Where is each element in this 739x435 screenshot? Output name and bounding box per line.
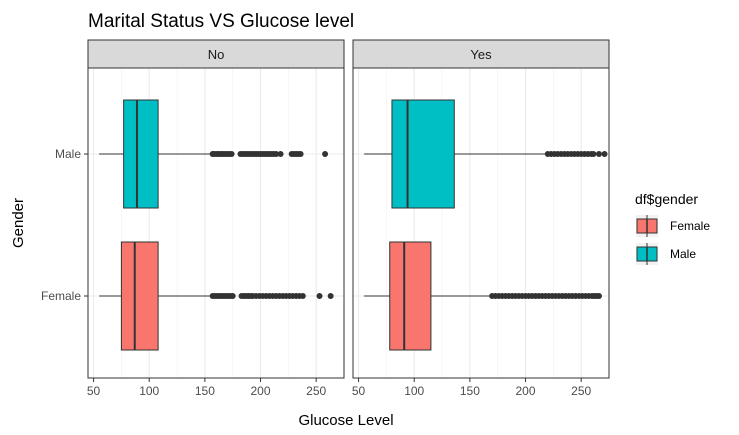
legend-label: Female: [670, 219, 710, 233]
box-iqr: [120, 241, 159, 351]
panel-border: [87, 67, 345, 379]
outlier-point: [273, 151, 280, 157]
panel-yes: Yes 50 100 150 200 250: [352, 39, 610, 398]
box-iqr: [123, 99, 159, 209]
facet-strip-label: No: [208, 47, 225, 62]
outlier-point: [297, 151, 304, 157]
box-iqr: [391, 99, 455, 209]
x-tick-label: 200: [516, 384, 536, 398]
x-axis-title: Glucose Level: [298, 412, 393, 429]
outlier-point: [229, 293, 236, 299]
box-yes-female: [364, 241, 602, 351]
legend-label: Male: [670, 247, 696, 261]
legend-entry-female: Female: [636, 215, 710, 237]
outlier-point: [299, 293, 306, 299]
facet-strip-label: Yes: [470, 47, 492, 62]
outlier-point: [590, 151, 597, 157]
x-tick-label: 50: [87, 384, 101, 398]
box-no-male: [99, 99, 329, 209]
y-tick-label: Male: [55, 147, 81, 161]
y-tick-label: Female: [41, 289, 81, 303]
x-tick-label: 100: [139, 384, 159, 398]
outlier-point: [316, 293, 323, 299]
x-tick-label: 250: [306, 384, 326, 398]
outlier-point: [277, 151, 284, 157]
outlier-point: [228, 151, 235, 157]
legend-entry-male: Male: [636, 243, 696, 265]
x-tick-label: 100: [404, 384, 424, 398]
legend: df$gender Female Male: [635, 191, 710, 265]
outlier-point: [327, 293, 334, 299]
facet-strip: [87, 39, 345, 69]
panel-no: No 50 100 150 200 250: [87, 39, 345, 398]
panels-layer: No 50 100 150 200 250 Yes 50 100 150 200 250 Male Fem…: [41, 39, 610, 398]
box-no-female: [99, 241, 334, 351]
outlier-point: [595, 293, 602, 299]
facet-strip: [352, 39, 610, 69]
legend-title: df$gender: [635, 191, 698, 207]
x-tick-label: 150: [195, 384, 215, 398]
chart-title: Marital Status VS Glucose level: [88, 11, 354, 32]
x-tick-label: 250: [571, 384, 591, 398]
outlier-point: [601, 151, 608, 157]
box-iqr: [389, 241, 432, 351]
outlier-point: [595, 151, 602, 157]
outlier-point: [322, 151, 329, 157]
panel-border: [352, 67, 610, 379]
x-tick-label: 200: [251, 384, 271, 398]
box-yes-male: [364, 99, 608, 209]
y-axis-title: Gender: [10, 198, 27, 248]
x-tick-label: 50: [352, 384, 366, 398]
x-tick-label: 150: [460, 384, 480, 398]
legend-entries: Female Male: [636, 215, 710, 265]
